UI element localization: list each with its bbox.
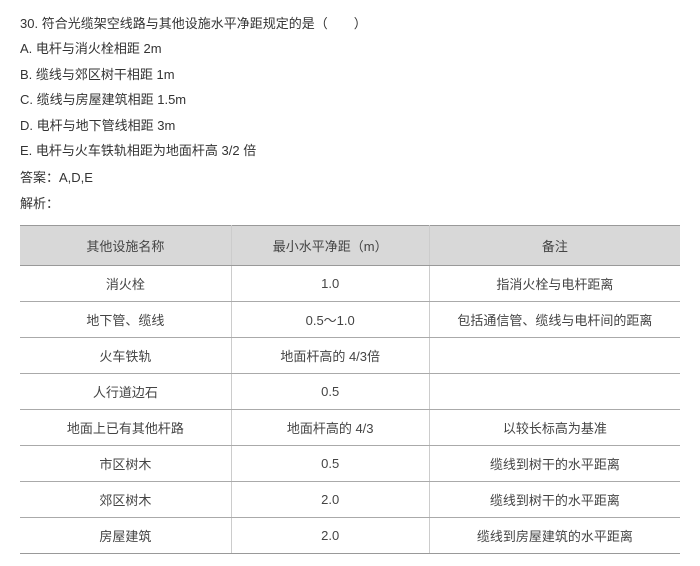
question-number: 30. xyxy=(20,16,38,31)
option-text: 电杆与消火栓相距 2m xyxy=(36,41,162,56)
table-row: 房屋建筑 2.0 缆线到房屋建筑的水平距离 xyxy=(20,518,680,554)
option-b: B. 缆线与郊区树干相距 1m xyxy=(20,63,680,86)
option-text: 电杆与地下管线相距 3m xyxy=(37,118,176,133)
cell-name: 房屋建筑 xyxy=(20,518,231,554)
option-a: A. 电杆与消火栓相距 2m xyxy=(20,37,680,60)
cell-note: 缆线到树干的水平距离 xyxy=(429,482,680,518)
col-header-value: 最小水平净距（m） xyxy=(231,226,429,266)
option-text: 缆线与郊区树干相距 1m xyxy=(36,67,175,82)
answer-line: 答案：A,D,E xyxy=(20,166,680,189)
cell-value: 2.0 xyxy=(231,518,429,554)
cell-value: 0.5 xyxy=(231,446,429,482)
table-header-row: 其他设施名称 最小水平净距（m） 备注 xyxy=(20,226,680,266)
option-letter: E. xyxy=(20,143,32,158)
cell-value: 0.5 xyxy=(231,374,429,410)
option-c: C. 缆线与房屋建筑相距 1.5m xyxy=(20,88,680,111)
table-row: 人行道边石 0.5 xyxy=(20,374,680,410)
cell-note xyxy=(429,338,680,374)
cell-value: 2.0 xyxy=(231,482,429,518)
option-letter: B. xyxy=(20,67,32,82)
question-text-body: 符合光缆架空线路与其他设施水平净距规定的是（ ） xyxy=(42,16,367,31)
table-row: 消火栓 1.0 指消火栓与电杆距离 xyxy=(20,266,680,302)
cell-note: 包括通信管、缆线与电杆间的距离 xyxy=(429,302,680,338)
cell-name: 人行道边石 xyxy=(20,374,231,410)
cell-name: 火车铁轨 xyxy=(20,338,231,374)
question-stem: 30. 符合光缆架空线路与其他设施水平净距规定的是（ ） xyxy=(20,12,680,35)
option-letter: D. xyxy=(20,118,33,133)
option-text: 电杆与火车铁轨相距为地面杆高 3/2 倍 xyxy=(36,143,256,158)
option-letter: A. xyxy=(20,41,32,56)
cell-note: 以较长标高为基准 xyxy=(429,410,680,446)
cell-name: 郊区树木 xyxy=(20,482,231,518)
table-row: 地面上已有其他杆路 地面杆高的 4/3 以较长标高为基准 xyxy=(20,410,680,446)
cell-note: 缆线到房屋建筑的水平距离 xyxy=(429,518,680,554)
option-text: 缆线与房屋建筑相距 1.5m xyxy=(37,92,187,107)
table-row: 市区树木 0.5 缆线到树干的水平距离 xyxy=(20,446,680,482)
table-row: 郊区树木 2.0 缆线到树干的水平距离 xyxy=(20,482,680,518)
cell-value: 1.0 xyxy=(231,266,429,302)
cell-note: 缆线到树干的水平距离 xyxy=(429,446,680,482)
option-d: D. 电杆与地下管线相距 3m xyxy=(20,114,680,137)
option-letter: C. xyxy=(20,92,33,107)
cell-note: 指消火栓与电杆距离 xyxy=(429,266,680,302)
cell-note xyxy=(429,374,680,410)
answer-label: 答案： xyxy=(20,170,59,185)
option-e: E. 电杆与火车铁轨相距为地面杆高 3/2 倍 xyxy=(20,139,680,162)
col-header-name: 其他设施名称 xyxy=(20,226,231,266)
cell-value: 0.5～1.0 xyxy=(231,302,429,338)
cell-name: 市区树木 xyxy=(20,446,231,482)
cell-name: 消火栓 xyxy=(20,266,231,302)
cell-value: 地面杆高的 4/3 xyxy=(231,410,429,446)
clearance-table: 其他设施名称 最小水平净距（m） 备注 消火栓 1.0 指消火栓与电杆距离 地下… xyxy=(20,225,680,554)
explain-label: 解析： xyxy=(20,192,680,215)
table-row: 火车铁轨 地面杆高的 4/3倍 xyxy=(20,338,680,374)
answer-value: A,D,E xyxy=(59,170,93,185)
col-header-note: 备注 xyxy=(429,226,680,266)
cell-value: 地面杆高的 4/3倍 xyxy=(231,338,429,374)
cell-name: 地面上已有其他杆路 xyxy=(20,410,231,446)
table-row: 地下管、缆线 0.5～1.0 包括通信管、缆线与电杆间的距离 xyxy=(20,302,680,338)
cell-name: 地下管、缆线 xyxy=(20,302,231,338)
